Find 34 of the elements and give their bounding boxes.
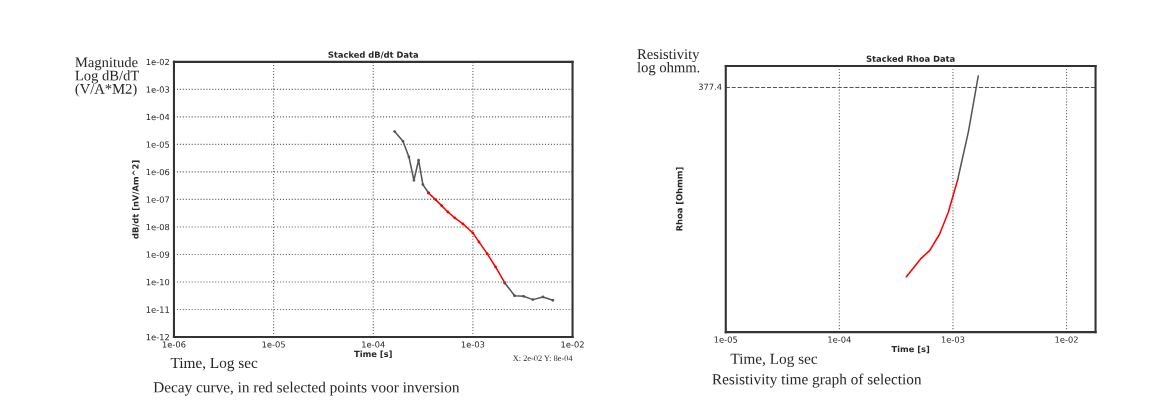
y-tick-label: 1e-06 (146, 168, 170, 176)
x-axis-title: Time [s] (354, 350, 392, 359)
x-tick-label: 1e-03 (461, 341, 485, 348)
text: Resistivity time graph of selection (712, 373, 922, 388)
x-tick-label: 1e-06 (162, 341, 186, 348)
x-tick-label: 1e-02 (561, 341, 584, 348)
x-tick-label: 1e-02 (1055, 336, 1078, 343)
x-tick-label: 1e-04 (828, 336, 851, 343)
y-axis-title: Rhoa [Ohmm] (676, 167, 684, 231)
chart-title: Stacked Rhoa Data (866, 55, 955, 62)
y-tick-label: 1e-09 (146, 251, 170, 258)
x-tick-label: 1e-05 (262, 341, 285, 348)
y-tick-label: 1e-11 (146, 306, 170, 313)
chart-title: Stacked dB/dt Data (328, 51, 418, 59)
text: 377.4 (698, 83, 722, 90)
text: Magnitude Log dB/dT (V/A*M2) (75, 56, 140, 97)
x-tick-label: 1e-03 (941, 336, 965, 343)
y-tick-label: 1e-04 (146, 113, 170, 121)
x-axis-title: Time [s] (891, 345, 930, 354)
y-tick-label: 1e-03 (146, 86, 170, 93)
y-tick-label: 1e-08 (146, 223, 170, 231)
x-tick-label: 1e-04 (362, 341, 385, 348)
x-tick-label: 1e-05 (714, 336, 738, 343)
y-tick-label: 1e-07 (146, 196, 170, 203)
text: Time, Log sec (730, 353, 818, 368)
y-tick-label: 1e-05 (146, 141, 170, 148)
y-tick-label: 1e-10 (146, 278, 170, 286)
y-axis-title: dB/dt [nV/Am^2] (132, 160, 140, 239)
text: Resistivity log ohmm. (637, 49, 700, 76)
y-tick-label: 1e-02 (146, 58, 169, 66)
text: Decay curve, in red selected points voor inversion (153, 381, 460, 396)
y-tick-label: 1e-12 (146, 333, 169, 341)
text: X: 2e-02 Y: 8e-04 (512, 355, 573, 362)
text: Time, Log sec (170, 357, 258, 372)
